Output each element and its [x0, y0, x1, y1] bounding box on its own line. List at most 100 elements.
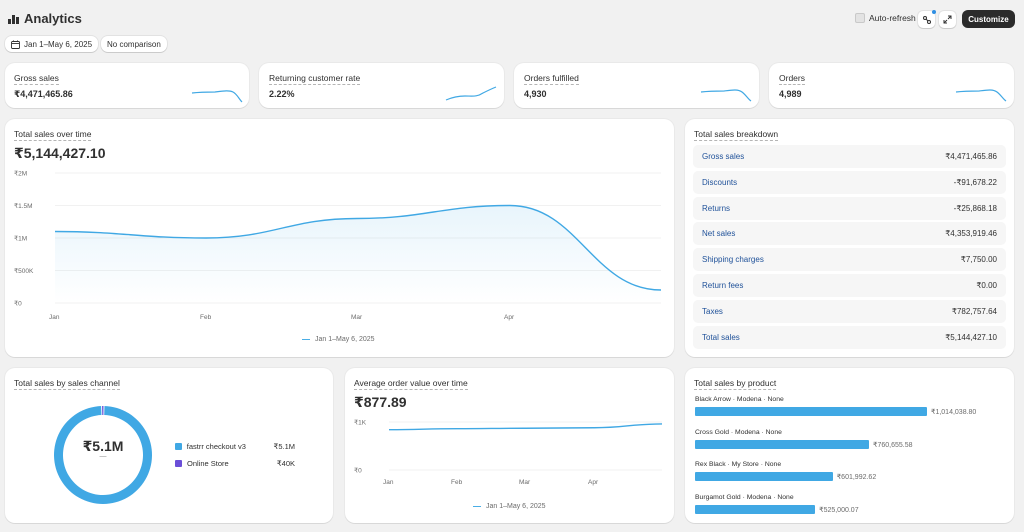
- sales-over-time-card: Total sales over time ₹5,144,427.10 ₹2M ₹…: [5, 119, 674, 357]
- breakdown-value: ₹7,750.00: [960, 255, 997, 265]
- metric-value: 4,989: [779, 89, 802, 99]
- legend-label: Jan 1–May 6, 2025: [315, 336, 375, 343]
- donut-slice[interactable]: [102, 406, 104, 416]
- y-tick-label: ₹0: [354, 467, 362, 475]
- sales-over-time-chart: ₹2M ₹1.5M ₹1M ₹500K ₹0 Jan Feb Mar Apr: [14, 170, 662, 321]
- sparkle-button[interactable]: [918, 10, 936, 28]
- channel-legend: fastrr checkout v3 ₹5.1M Online Store ₹4…: [175, 440, 295, 470]
- legend-label: fastrr checkout v3: [186, 442, 246, 451]
- breakdown-value: ₹4,471,465.86: [945, 152, 997, 161]
- product-bar[interactable]: [695, 439, 870, 449]
- sales-by-product-card: Total sales by product Black Arrow · Mod…: [685, 368, 1014, 523]
- breakdown-label[interactable]: Taxes: [702, 306, 723, 316]
- product-label: Rex Black · My Store · None: [695, 461, 782, 468]
- breakdown-row[interactable]: Returns -₹25,868.18: [693, 196, 1006, 220]
- x-tick-label: Apr: [588, 479, 599, 486]
- breakdown-row[interactable]: Shipping charges ₹7,750.00: [693, 248, 1006, 272]
- aov-chart: ₹1K ₹0 Jan Feb Mar Apr: [354, 419, 663, 486]
- expand-icon: [943, 15, 952, 24]
- aov-card: Average order value over time ₹877.89 ₹1…: [345, 368, 674, 523]
- x-tick-label: Mar: [351, 314, 363, 321]
- x-tick-label: Mar: [519, 479, 531, 486]
- legend-swatch: [175, 443, 182, 450]
- series-line: [388, 423, 663, 431]
- chart-legend: Jan 1–May 6, 2025: [473, 503, 546, 510]
- breakdown-label[interactable]: Returns: [702, 203, 731, 213]
- breakdown-value: ₹5,144,427.10: [945, 332, 997, 342]
- product-label: Cross Gold · Modena · None: [695, 428, 782, 436]
- product-value: ₹760,655.58: [873, 441, 913, 449]
- metric-value: 4,930: [524, 89, 547, 99]
- sparkle-icon: [922, 15, 931, 24]
- breakdown-value: -₹91,678.22: [953, 177, 997, 187]
- legend-label: Online Store: [186, 459, 229, 468]
- auto-refresh-toggle[interactable]: Auto-refresh: [855, 13, 916, 23]
- breakdown-label[interactable]: Total sales: [702, 332, 740, 342]
- sales-channel-donut: [53, 406, 152, 504]
- legend-label: Jan 1–May 6, 2025: [486, 503, 546, 510]
- auto-refresh-checkbox[interactable]: [855, 13, 865, 23]
- metric-value: 2.22%: [269, 89, 295, 99]
- product-value: ₹1,014,038.80: [931, 409, 977, 416]
- y-tick-label: ₹2M: [14, 170, 27, 178]
- donut-center-sub: —: [99, 453, 107, 460]
- sparkline: [445, 86, 497, 101]
- metric-label: Orders: [779, 73, 805, 85]
- y-tick-label: ₹1.5M: [14, 202, 33, 210]
- chart-legend: Jan 1–May 6, 2025: [302, 336, 375, 343]
- aov-value: ₹877.89: [354, 394, 407, 410]
- auto-refresh-label: Auto-refresh: [869, 13, 916, 23]
- x-tick-label: Jan: [383, 479, 394, 486]
- breakdown-row[interactable]: Total sales ₹5,144,427.10: [693, 325, 1006, 349]
- date-range-label: Jan 1–May 6, 2025: [24, 39, 93, 49]
- sales-breakdown-card: Total sales breakdown Gross sales ₹4,471,…: [685, 119, 1014, 357]
- product-bar[interactable]: [695, 407, 927, 416]
- product-bar[interactable]: [695, 504, 816, 514]
- fullscreen-button[interactable]: [939, 11, 956, 28]
- metric-label: Orders fulfilled: [524, 73, 579, 85]
- x-tick-label: Jan: [49, 314, 60, 321]
- comparison-picker[interactable]: No comparison: [101, 36, 167, 52]
- breakdown-row[interactable]: Net sales ₹4,353,919.46: [693, 222, 1006, 246]
- analytics-icon: [8, 14, 19, 24]
- metric-label: Gross sales: [14, 73, 59, 85]
- metric-label: Returning customer rate: [269, 73, 361, 85]
- breakdown-label[interactable]: Shipping charges: [702, 255, 764, 265]
- card-title: Total sales by product: [694, 378, 777, 390]
- metric-value: ₹4,471,465.86: [14, 89, 73, 99]
- series-area: [55, 205, 661, 303]
- breakdown-label[interactable]: Net sales: [702, 229, 736, 239]
- comparison-label: No comparison: [107, 39, 161, 49]
- product-value: ₹601,992.62: [836, 474, 877, 481]
- breakdown-row[interactable]: Taxes ₹782,757.64: [693, 299, 1006, 323]
- legend-value: ₹5.1M: [273, 442, 295, 451]
- metric-card-gross-sales[interactable]: Gross sales ₹4,471,465.86: [5, 63, 249, 108]
- breakdown-row[interactable]: Discounts -₹91,678.22: [693, 170, 1006, 194]
- customize-label: Customize: [968, 14, 1009, 24]
- channel-legend-item: fastrr checkout v3 ₹5.1M: [175, 440, 295, 453]
- metric-card-returning-customer-rate[interactable]: Returning customer rate 2.22%: [259, 63, 504, 108]
- date-range-picker[interactable]: Jan 1–May 6, 2025: [5, 36, 99, 52]
- notification-dot: [932, 10, 936, 14]
- product-bar[interactable]: [695, 472, 833, 481]
- breakdown-label[interactable]: Gross sales: [702, 152, 745, 161]
- donut-center-value: ₹5.1M: [82, 438, 124, 454]
- breakdown-label[interactable]: Discounts: [702, 177, 738, 187]
- x-tick-label: Feb: [200, 314, 212, 321]
- metric-card-orders[interactable]: Orders 4,989: [769, 63, 1014, 108]
- product-value: ₹525,000.07: [819, 506, 859, 514]
- breakdown-row[interactable]: Gross sales ₹4,471,465.86: [693, 145, 1006, 168]
- calendar-icon: [11, 40, 20, 49]
- breakdown-row[interactable]: Return fees ₹0.00: [693, 274, 1006, 297]
- customize-button[interactable]: Customize: [962, 10, 1015, 28]
- product-label: Burgamot Gold · Modena · None: [695, 493, 794, 501]
- channel-legend-item: Online Store ₹40K: [175, 457, 295, 470]
- breakdown-value: ₹4,353,919.46: [945, 229, 997, 239]
- metric-card-orders-fulfilled[interactable]: Orders fulfilled 4,930: [514, 63, 759, 108]
- sparkline: [700, 89, 752, 102]
- page-title-wrap: Analytics: [8, 11, 82, 26]
- card-title: Total sales breakdown: [694, 129, 779, 141]
- breakdown-label[interactable]: Return fees: [702, 281, 744, 290]
- sparkline: [191, 90, 243, 103]
- x-tick-label: Apr: [504, 314, 515, 321]
